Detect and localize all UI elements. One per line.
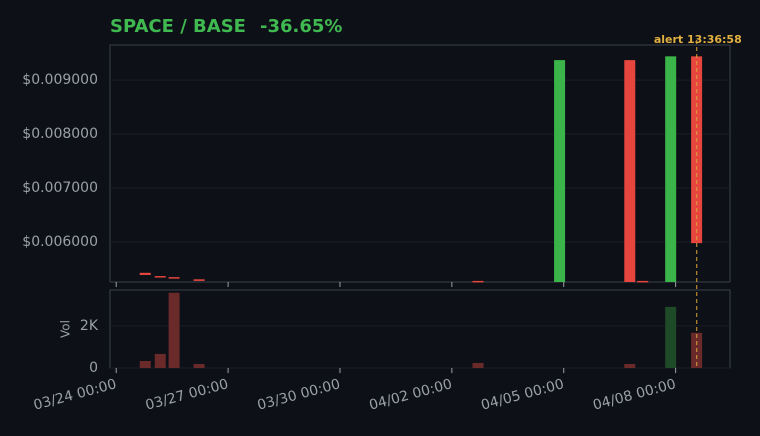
- candle-body: [691, 56, 703, 244]
- volume-bar: [139, 360, 151, 368]
- volume-bar: [472, 362, 484, 368]
- pair: SPACE / BASE: [110, 16, 246, 37]
- change: -36.65%: [260, 16, 342, 37]
- price-panel: [109, 44, 731, 283]
- candle-body: [637, 280, 649, 283]
- x-tick-label: 03/24 00:00: [32, 376, 118, 413]
- x-tick-label: 03/30 00:00: [256, 376, 342, 413]
- x-tick-label: 04/05 00:00: [479, 376, 565, 413]
- volume-bar: [154, 353, 166, 368]
- candle-body: [193, 279, 205, 281]
- candle-body: [554, 60, 566, 282]
- y-tick-label: $0.008000: [22, 126, 98, 142]
- volume-bar: [168, 292, 180, 368]
- candle-body: [624, 60, 636, 282]
- x-tick-label: 04/02 00:00: [368, 376, 454, 413]
- y-tick-label: $0.006000: [22, 234, 98, 250]
- volume-bar: [624, 363, 636, 368]
- volume-panel: [109, 289, 731, 369]
- chart-title: SPACE / BASE -36.65%: [110, 16, 342, 37]
- candle-body: [472, 280, 484, 283]
- x-tick-label: 04/08 00:00: [591, 376, 677, 413]
- alert-label: alert 13:36:58: [654, 33, 742, 46]
- y-tick-label: $0.009000: [22, 72, 98, 88]
- candle-body: [139, 272, 151, 275]
- y-tick-label: $0.007000: [22, 180, 98, 196]
- candle-body: [168, 277, 180, 279]
- candle-body: [154, 276, 166, 278]
- volume-bar: [665, 306, 677, 368]
- volume-tick-label: 2K: [80, 318, 99, 334]
- volume-axis-label: Vol: [59, 320, 73, 338]
- volume-tick-label: 0: [89, 360, 98, 376]
- candle-body: [665, 56, 677, 283]
- volume-bar: [193, 363, 205, 368]
- x-tick-label: 03/27 00:00: [144, 376, 230, 413]
